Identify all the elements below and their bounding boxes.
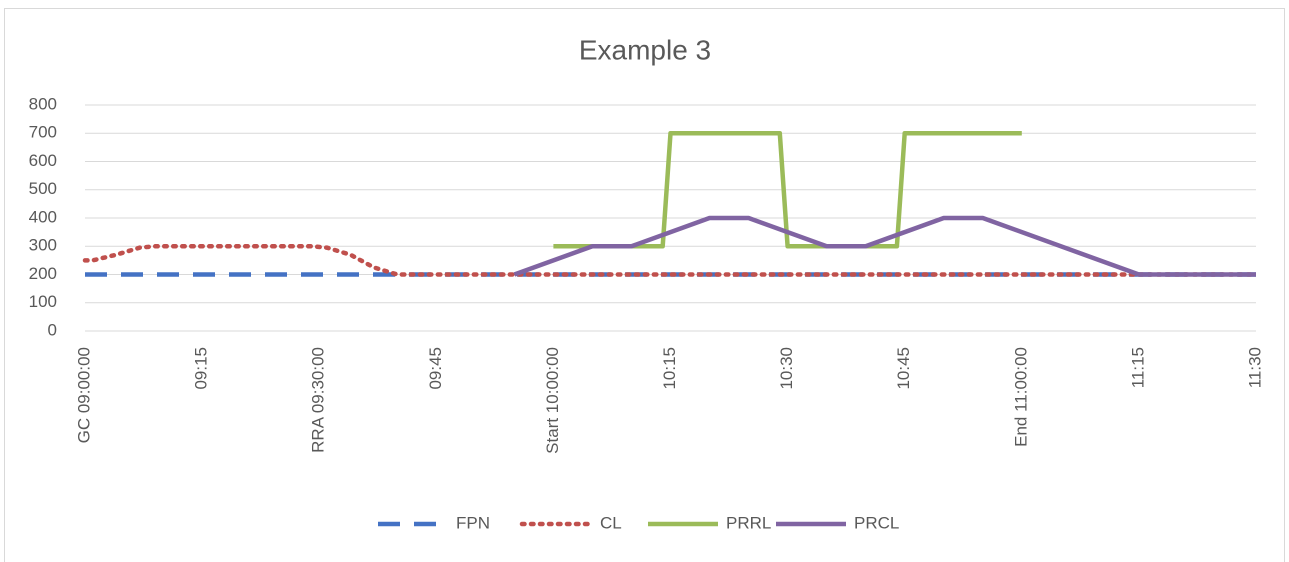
x-tick-label: RRA 09:30:00 <box>309 347 328 453</box>
y-tick-label: 500 <box>29 179 57 198</box>
x-tick-label: Start 10:00:00 <box>543 347 562 454</box>
legend-label: FPN <box>456 513 490 532</box>
y-tick-label: 600 <box>29 151 57 170</box>
x-tick-label: End 11:00:00 <box>1011 347 1030 447</box>
series-line <box>82 244 1259 277</box>
y-tick-label: 100 <box>29 292 57 311</box>
y-tick-label: 200 <box>29 264 57 283</box>
y-tick-label: 800 <box>29 94 57 113</box>
series-line <box>513 215 1256 277</box>
series-line <box>553 131 1022 249</box>
x-tick-label: 10:45 <box>894 347 913 390</box>
x-tick-label: 09:15 <box>192 347 211 390</box>
y-tick-label: 700 <box>29 123 57 142</box>
x-tick-label: 10:15 <box>660 347 679 390</box>
x-tick-label: 11:30 <box>1245 347 1264 388</box>
y-tick-label: 400 <box>29 207 57 226</box>
chart-border <box>4 8 1285 562</box>
x-tick-label: 09:45 <box>426 347 445 390</box>
x-tick-label: 11:15 <box>1128 347 1147 388</box>
legend-label: PRRL <box>726 513 771 532</box>
legend-label: CL <box>600 513 622 532</box>
x-tick-label: 10:30 <box>777 347 796 390</box>
chart-title: Example 3 <box>579 34 711 65</box>
y-tick-label: 0 <box>48 320 57 339</box>
legend-label: PRCL <box>854 513 899 532</box>
y-tick-label: 300 <box>29 236 57 255</box>
x-tick-label: GC 09:00:00 <box>74 347 93 443</box>
